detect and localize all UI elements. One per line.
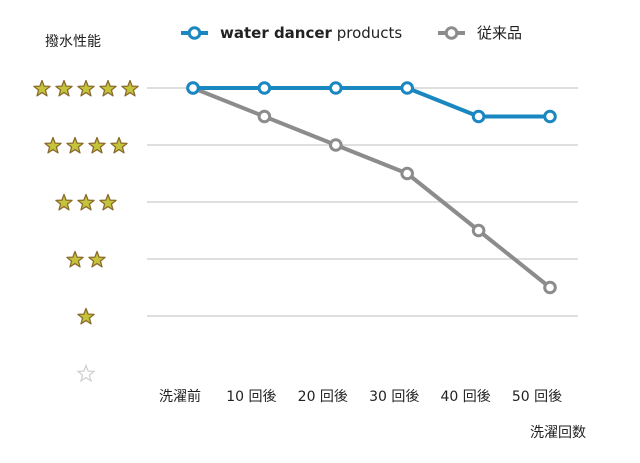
star-icon: [55, 193, 73, 211]
rating-1-stars: [77, 307, 95, 325]
empty-star-icon: [76, 363, 96, 383]
data-point: [257, 109, 272, 124]
legend-item-0: water dancer products: [181, 24, 402, 42]
rating-0-stars: [76, 363, 96, 383]
x-tick-label: 10 回後: [226, 389, 276, 405]
data-point: [329, 138, 343, 152]
series-0: [186, 81, 557, 124]
x-tick-label: 20 回後: [298, 389, 348, 405]
gridlines: [147, 87, 578, 317]
rating-4-stars: [44, 136, 128, 154]
series-1: [186, 81, 557, 295]
x-tick-label: 洗濯前: [159, 388, 201, 405]
star-icon: [77, 193, 95, 211]
series-lines: [186, 81, 557, 295]
x-tick-label: 30 回後: [369, 389, 419, 405]
star-icon: [44, 136, 62, 154]
legend-swatch-marker: [444, 26, 459, 40]
series-line: [192, 86, 552, 290]
data-point: [400, 81, 415, 95]
rating-3-stars: [55, 193, 117, 211]
legend-label: water dancer products: [220, 24, 402, 42]
data-point: [186, 81, 200, 95]
star-icon: [88, 136, 106, 154]
x-tick-label: 40 回後: [440, 389, 490, 405]
data-point: [543, 109, 557, 124]
data-point: [400, 166, 415, 181]
star-icon: [33, 79, 51, 97]
y-axis-star-ratings: [33, 79, 139, 383]
star-icon: [99, 79, 117, 97]
legend-swatch-marker: [187, 26, 202, 40]
data-point: [471, 223, 486, 238]
star-icon: [121, 79, 139, 97]
x-axis-title: 洗濯回数: [530, 425, 586, 441]
star-icon: [66, 250, 84, 268]
y-axis-title: 撥水性能: [45, 34, 101, 50]
star-icon: [77, 79, 95, 97]
star-icon: [55, 79, 73, 97]
data-point: [543, 280, 557, 295]
star-icon: [110, 136, 128, 154]
rating-2-stars: [66, 250, 106, 268]
star-icon: [77, 307, 95, 325]
star-icon: [66, 136, 84, 154]
legend-item-1: 従来品: [438, 24, 522, 42]
x-axis-tick-labels: 洗濯前 10 回後 20 回後 30 回後 40 回後 50 回後: [159, 388, 562, 405]
data-point: [257, 81, 272, 95]
data-point: [471, 109, 486, 124]
star-icon: [99, 193, 117, 211]
legend-label: 従来品: [477, 24, 522, 42]
star-icon: [88, 250, 106, 268]
x-tick-label: 50 回後: [512, 389, 562, 405]
rating-5-stars: [33, 79, 139, 97]
series-line: [193, 86, 550, 119]
legend: water dancer products 従来品: [181, 24, 522, 42]
data-point: [329, 81, 343, 95]
